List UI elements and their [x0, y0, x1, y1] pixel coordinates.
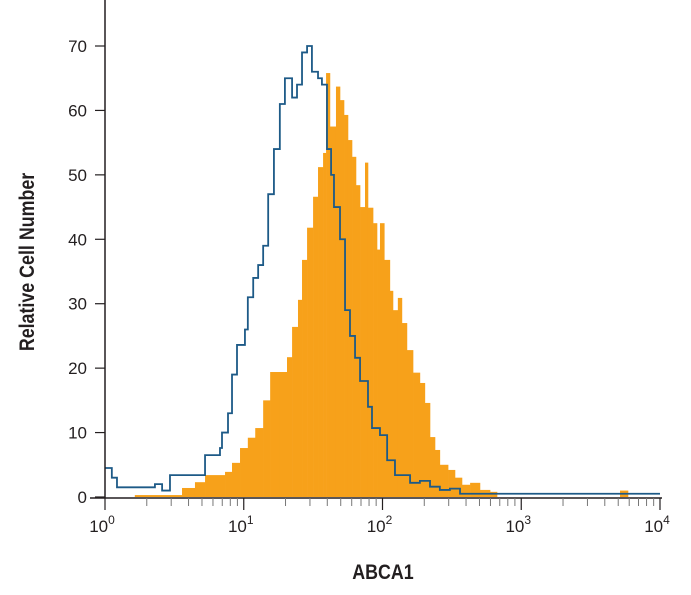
histogram-bin — [247, 437, 256, 497]
y-tick-label: 20 — [68, 359, 87, 378]
histogram-bin — [182, 487, 196, 497]
histogram-bin — [352, 156, 357, 497]
histogram-bin — [270, 372, 281, 497]
histogram-bin — [232, 462, 241, 497]
histogram-bin — [470, 482, 481, 497]
histogram-bin — [413, 372, 421, 497]
y-axis-title: Relative Cell Number — [16, 172, 40, 351]
x-tick-label: 101 — [228, 513, 254, 536]
histogram-bin — [263, 400, 271, 497]
histogram-outline — [105, 45, 660, 495]
y-tick-label: 0 — [78, 488, 87, 507]
histogram-bin — [307, 227, 314, 497]
series-filled — [134, 73, 629, 498]
x-tick-exponent: 1 — [247, 513, 254, 527]
histogram-bin — [419, 382, 426, 497]
histogram-bin — [365, 162, 369, 497]
x-tick-label: 104 — [644, 513, 670, 536]
histogram-bin — [225, 471, 233, 497]
histogram-bin — [360, 207, 366, 498]
histogram-bin — [424, 402, 431, 497]
y-tick-label: 50 — [68, 166, 87, 185]
histogram-bin — [448, 469, 456, 497]
histogram-bin — [297, 299, 303, 497]
histogram-bin — [279, 372, 288, 497]
y-tick-label: 30 — [68, 295, 87, 314]
histogram-bin — [326, 73, 331, 497]
y-axis-ticks: 0 10 20 30 40 50 60 70 — [68, 37, 105, 507]
x-tick-exponent: 2 — [386, 513, 393, 527]
histogram-bin — [439, 464, 449, 497]
histogram-bin — [401, 323, 408, 497]
histogram-bin — [384, 259, 391, 497]
x-tick-base: 10 — [505, 517, 524, 536]
histogram-bin — [134, 495, 183, 497]
histogram-bin — [355, 185, 361, 497]
histogram-bin — [377, 249, 381, 497]
series-layer — [105, 45, 660, 498]
x-tick-label: 103 — [505, 513, 531, 536]
histogram-bin — [302, 259, 308, 497]
x-tick-label: 100 — [89, 513, 115, 536]
x-tick-exponent: 0 — [108, 513, 115, 527]
histogram-bin — [329, 126, 337, 498]
histogram-bin — [392, 310, 399, 497]
histogram-bin — [397, 297, 403, 497]
histogram-bin — [323, 152, 327, 498]
histogram-bin — [344, 114, 349, 497]
x-tick-label: 102 — [367, 513, 393, 536]
y-tick-label: 10 — [68, 424, 87, 443]
x-axis-ticks: 100 101 102 103 104 — [89, 498, 670, 536]
histogram-bin — [194, 482, 206, 497]
x-tick-exponent: 3 — [524, 513, 531, 527]
histogram-bin — [287, 357, 293, 497]
histogram-bin — [379, 223, 385, 497]
histogram-bin — [435, 449, 441, 497]
histogram-bin — [318, 167, 324, 497]
histogram-bin — [240, 448, 249, 497]
x-axis-title: ABCA1 — [352, 561, 414, 585]
histogram-bin — [373, 223, 378, 497]
histogram-bin — [430, 437, 436, 497]
histogram-bin — [406, 350, 414, 497]
histogram-bin — [205, 475, 226, 497]
x-tick-base: 10 — [367, 517, 386, 536]
y-tick-label: 60 — [68, 101, 87, 120]
histogram-bin — [367, 207, 374, 498]
histogram-bin — [454, 477, 463, 497]
x-tick-base: 10 — [228, 517, 247, 536]
y-tick-label: 40 — [68, 230, 87, 249]
y-tick-label: 70 — [68, 37, 87, 56]
series-outline — [105, 45, 660, 495]
x-tick-base: 10 — [644, 517, 663, 536]
histogram-bin — [461, 484, 471, 497]
histogram-bin — [389, 290, 394, 497]
histogram-bin — [292, 326, 299, 497]
histogram-bin — [313, 196, 319, 497]
x-tick-base: 10 — [89, 517, 108, 536]
histogram-bin — [335, 86, 341, 497]
histogram-bin — [340, 100, 345, 498]
x-tick-exponent: 4 — [663, 513, 670, 527]
histogram-bin — [255, 428, 264, 497]
